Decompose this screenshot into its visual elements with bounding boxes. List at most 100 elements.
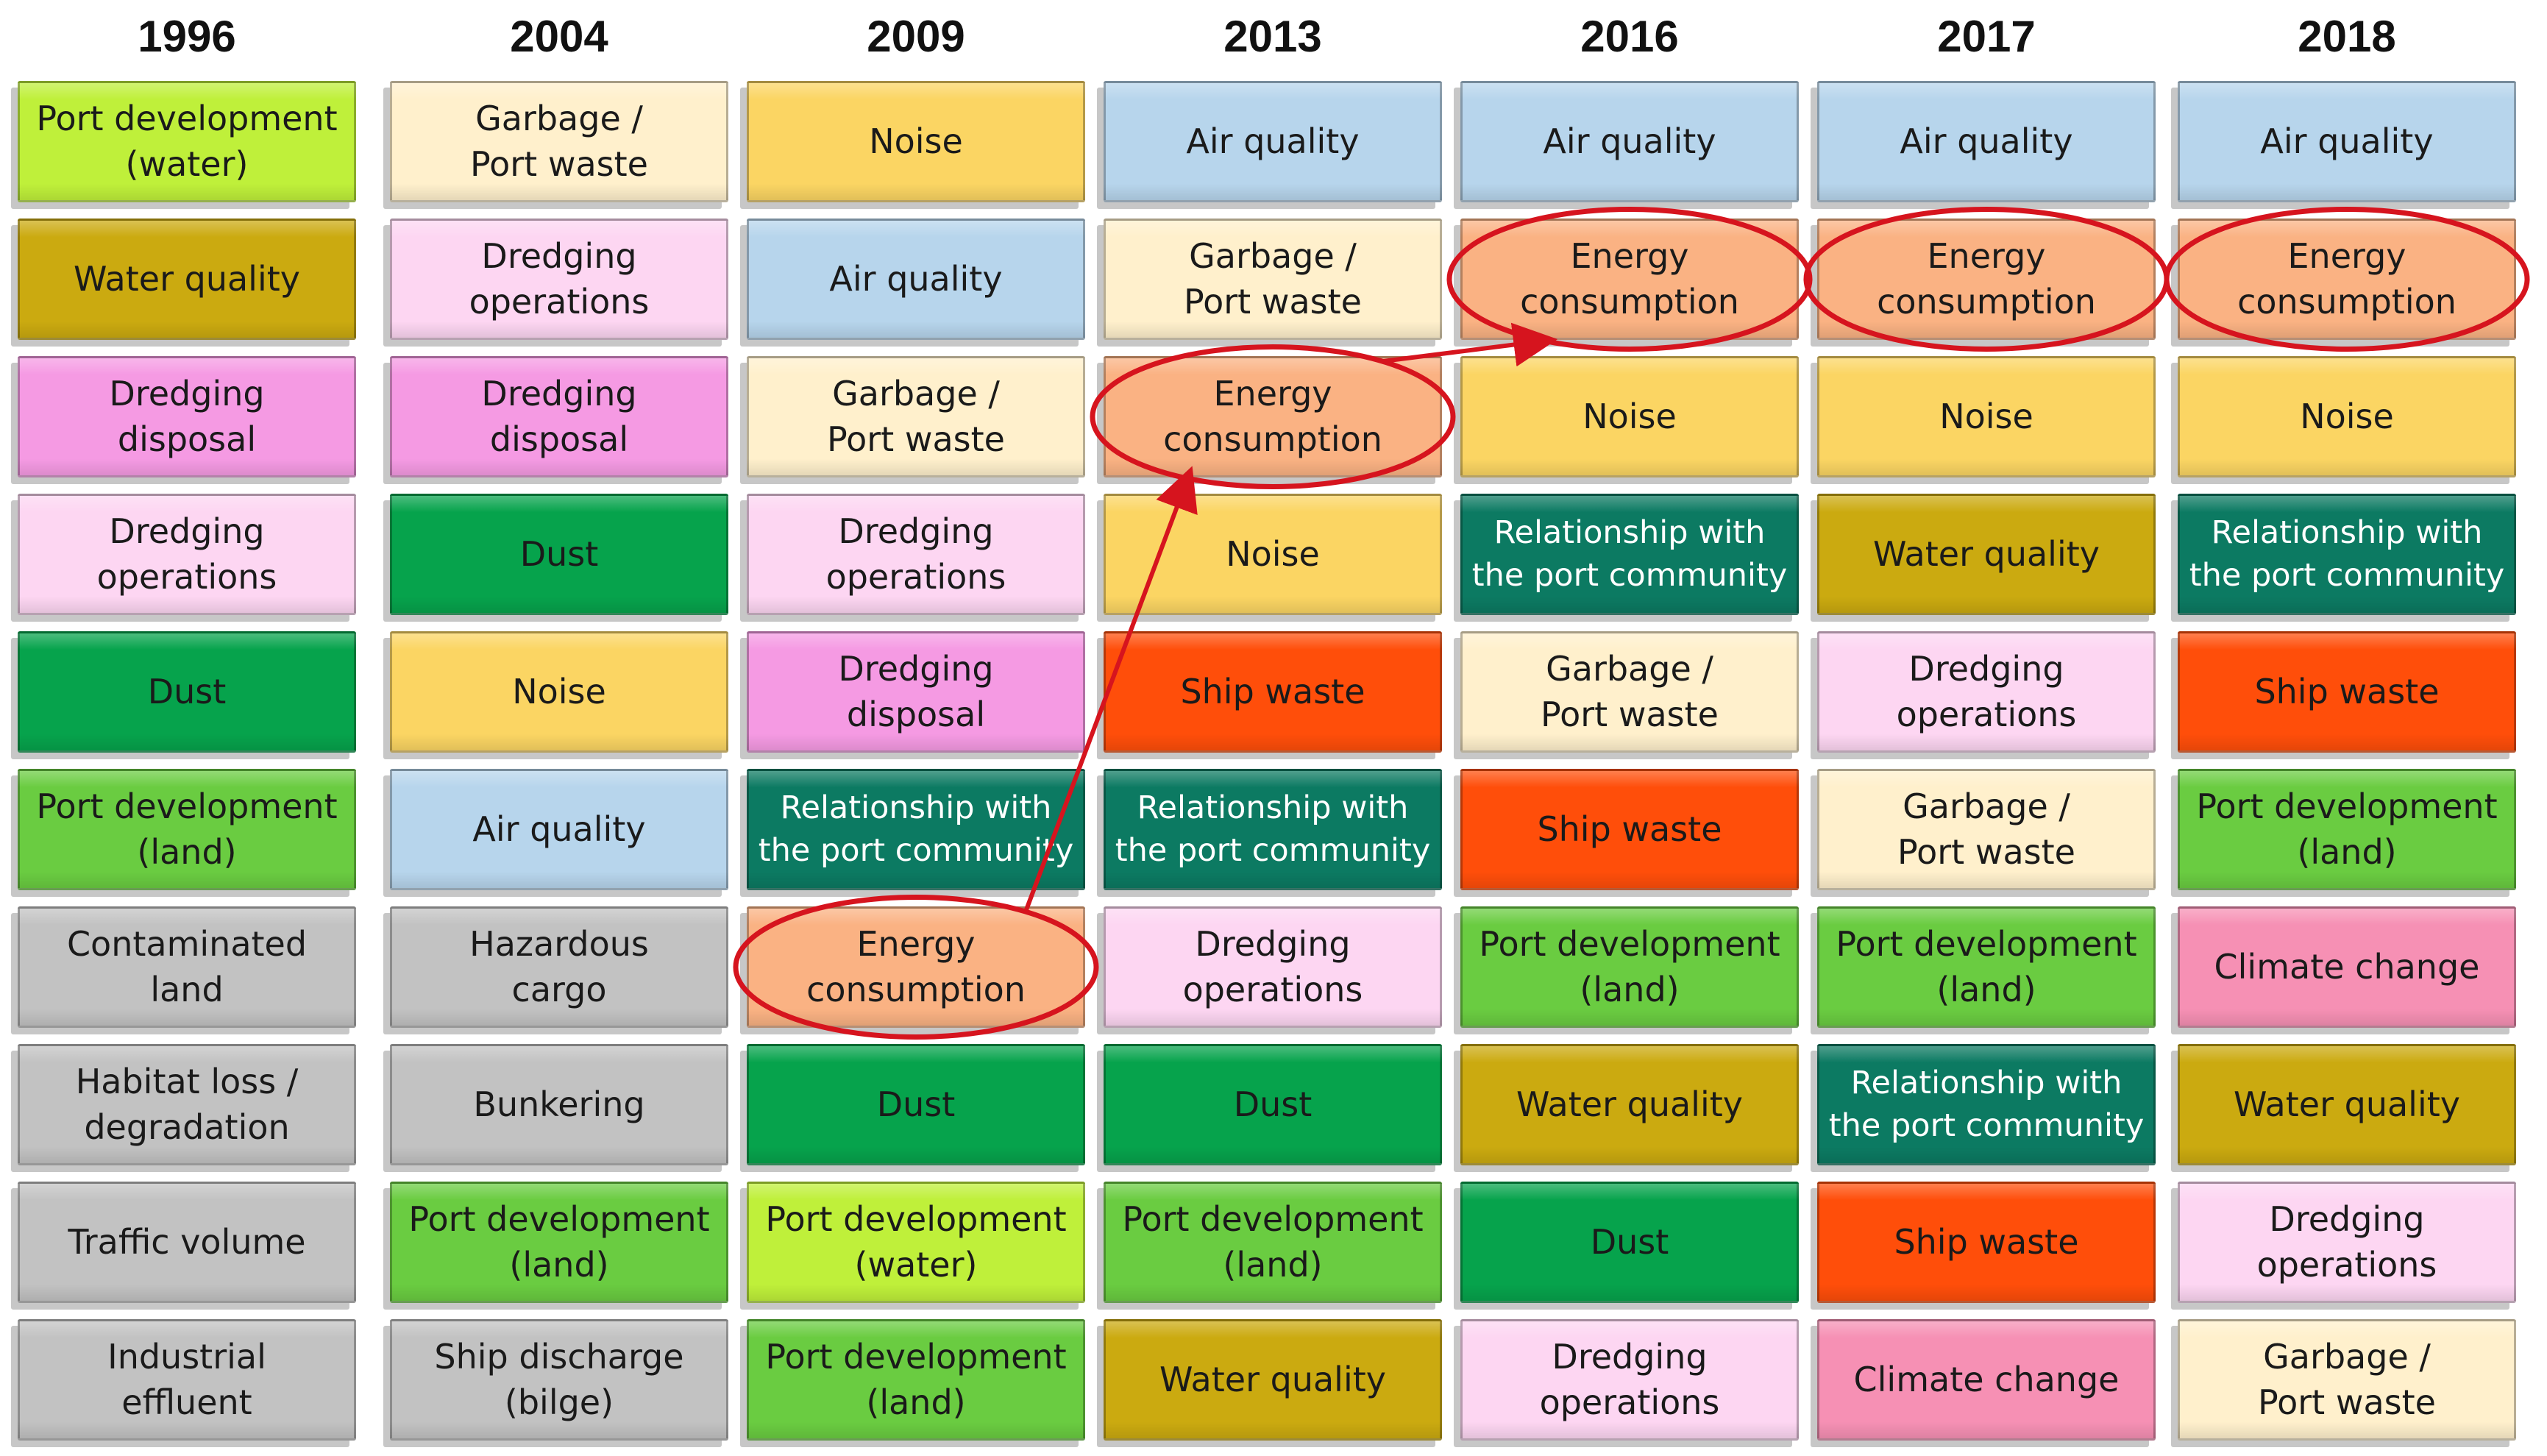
issue-box-2017-relationship-with-the-port-community: Relationship with the port community (1817, 1044, 2156, 1165)
issue-box-2004-garbage-port-waste: Garbage / Port waste (390, 81, 728, 202)
issue-label: Energy consumption (806, 924, 1026, 1009)
issue-box-2016-dredging-operations: Dredging operations (1460, 1319, 1799, 1441)
issue-label: Relationship with the port community (758, 789, 1074, 869)
issue-box-2017-climate-change: Climate change (1817, 1319, 2156, 1441)
issue-label: Garbage / Port waste (827, 374, 1005, 459)
issue-label: Air quality (1900, 121, 2073, 161)
issue-label: Dust (1590, 1221, 1669, 1262)
issue-box-2009-port-development-land: Port development (land) (747, 1319, 1085, 1441)
issue-box-2013-garbage-port-waste: Garbage / Port waste (1104, 219, 1442, 340)
issue-label: Air quality (1186, 121, 1360, 161)
issue-label: Port development (water) (36, 99, 338, 184)
issue-box-2018-noise: Noise (2178, 356, 2516, 477)
issue-box-2016-garbage-port-waste: Garbage / Port waste (1460, 631, 1799, 753)
issue-label: Ship waste (1894, 1221, 2079, 1262)
issue-label: Air quality (472, 809, 646, 849)
issue-box-2009-dredging-operations: Dredging operations (747, 494, 1085, 615)
issue-box-2016-water-quality: Water quality (1460, 1044, 1799, 1165)
issue-box-2004-noise: Noise (390, 631, 728, 753)
issue-label: Port development (land) (36, 786, 338, 872)
issue-label: Port development (land) (1122, 1199, 1424, 1285)
issue-label: Energy consumption (1163, 374, 1382, 459)
issue-label: Dredging disposal (109, 374, 265, 459)
issue-box-1996-port-development-water: Port development (water) (18, 81, 356, 202)
issue-box-2018-air-quality: Air quality (2178, 81, 2516, 202)
issue-label: Garbage / Port waste (1541, 649, 1719, 734)
issue-label: Garbage / Port waste (1897, 786, 2075, 872)
issue-box-2004-dust: Dust (390, 494, 728, 615)
issue-box-2017-water-quality: Water quality (1817, 494, 2156, 615)
issue-label: Dredging operations (825, 511, 1006, 597)
issue-label: Noise (1582, 396, 1677, 436)
issue-box-2009-air-quality: Air quality (747, 219, 1085, 340)
issue-label: Dredging operations (2256, 1199, 2437, 1285)
year-header-2016: 2016 (1580, 12, 1679, 61)
issue-label: Garbage / Port waste (470, 99, 648, 184)
issue-label: Port development (land) (1479, 924, 1780, 1009)
issue-label: Relationship with the port community (2189, 514, 2505, 594)
issue-label: Dredging operations (96, 511, 277, 597)
issue-box-2018-climate-change: Climate change (2178, 906, 2516, 1028)
issue-label: Water quality (1873, 533, 2100, 574)
year-header-2013: 2013 (1223, 12, 1322, 61)
issue-label: Water quality (74, 258, 300, 299)
issue-box-2018-water-quality: Water quality (2178, 1044, 2516, 1165)
year-header-2018: 2018 (2298, 12, 2396, 61)
issue-box-2018-relationship-with-the-port-community: Relationship with the port community (2178, 494, 2516, 615)
issue-label: Ship waste (2254, 671, 2440, 711)
issue-label: Garbage / Port waste (1184, 236, 1362, 322)
issue-box-2013-port-development-land: Port development (land) (1104, 1182, 1442, 1303)
issue-box-2013-relationship-with-the-port-community: Relationship with the port community (1104, 769, 1442, 890)
issue-box-2004-ship-discharge-bilge: Ship discharge (bilge) (390, 1319, 728, 1441)
issue-box-1996-habitat-loss-degradation: Habitat loss / degradation (18, 1044, 356, 1165)
issue-box-2013-water-quality: Water quality (1104, 1319, 1442, 1441)
issue-label: Garbage / Port waste (2258, 1337, 2436, 1422)
issue-label: Dust (876, 1084, 956, 1124)
issue-label: Port development (water) (765, 1199, 1067, 1285)
issue-box-2018-garbage-port-waste: Garbage / Port waste (2178, 1319, 2516, 1441)
issue-label: Ship waste (1180, 671, 1365, 711)
issue-box-1996-dredging-disposal: Dredging disposal (18, 356, 356, 477)
issue-box-2016-port-development-land: Port development (land) (1460, 906, 1799, 1028)
issue-box-2018-port-development-land: Port development (land) (2178, 769, 2516, 890)
issue-label: Noise (1939, 396, 2033, 436)
issue-label: Air quality (2260, 121, 2434, 161)
issue-box-1996-traffic-volume: Traffic volume (18, 1182, 356, 1303)
issue-label: Port development (land) (2196, 786, 2498, 872)
issue-label: Noise (2300, 396, 2394, 436)
issue-box-2004-air-quality: Air quality (390, 769, 728, 890)
issue-label: Relationship with the port community (1471, 514, 1788, 594)
issue-box-2009-relationship-with-the-port-community: Relationship with the port community (747, 769, 1085, 890)
issue-box-2017-dredging-operations: Dredging operations (1817, 631, 2156, 753)
issue-box-2004-port-development-land: Port development (land) (390, 1182, 728, 1303)
issue-box-1996-water-quality: Water quality (18, 219, 356, 340)
issue-label: Noise (512, 671, 606, 711)
issue-label: Ship discharge (bilge) (434, 1337, 684, 1422)
issue-label: Air quality (1543, 121, 1716, 161)
issue-box-2017-garbage-port-waste: Garbage / Port waste (1817, 769, 2156, 890)
issue-label: Water quality (2234, 1084, 2460, 1124)
issue-box-1996-port-development-land: Port development (land) (18, 769, 356, 890)
issue-label: Dredging disposal (481, 374, 637, 459)
issue-label: Industrial effluent (107, 1337, 266, 1422)
issue-box-2013-air-quality: Air quality (1104, 81, 1442, 202)
issue-box-2018-ship-waste: Ship waste (2178, 631, 2516, 753)
issue-box-2004-dredging-operations: Dredging operations (390, 219, 728, 340)
issue-label: Climate change (2214, 946, 2480, 987)
issue-box-2013-dredging-operations: Dredging operations (1104, 906, 1442, 1028)
issue-label: Dust (519, 533, 599, 574)
issue-box-2004-hazardous-cargo: Hazardous cargo (390, 906, 728, 1028)
issue-label: Water quality (1159, 1359, 1386, 1399)
issue-label: Port development (land) (1836, 924, 2137, 1009)
issue-box-2016-noise: Noise (1460, 356, 1799, 477)
issue-box-2017-ship-waste: Ship waste (1817, 1182, 2156, 1303)
issue-box-2009-noise: Noise (747, 81, 1085, 202)
issue-label: Dredging disposal (838, 649, 994, 734)
issue-box-2009-energy-consumption: Energy consumption (747, 906, 1085, 1028)
issue-label: Dredging operations (1896, 649, 2077, 734)
issue-label: Contaminated land (66, 924, 308, 1009)
issue-box-2016-energy-consumption: Energy consumption (1460, 219, 1799, 340)
issue-label: Traffic volume (68, 1221, 306, 1262)
issue-box-2004-dredging-disposal: Dredging disposal (390, 356, 728, 477)
